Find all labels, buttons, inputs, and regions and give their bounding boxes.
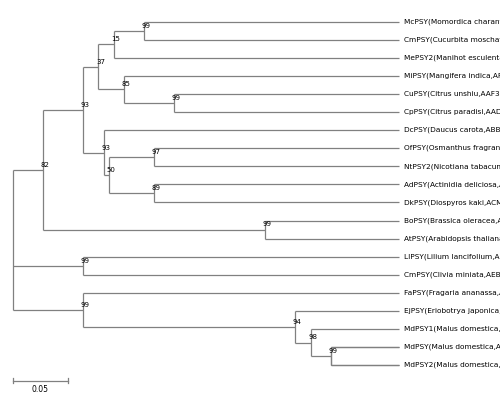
Text: 99: 99	[81, 302, 90, 308]
Text: MePSY2(Manihot esculenta,ACY42665.1): MePSY2(Manihot esculenta,ACY42665.1)	[404, 54, 500, 61]
Text: LlPSY(Lilium lancifolium,ADW08475.1): LlPSY(Lilium lancifolium,ADW08475.1)	[404, 253, 500, 260]
Text: 99: 99	[142, 22, 150, 29]
Text: MdPSY1(Malus domestica,AKU36798.1): MdPSY1(Malus domestica,AKU36798.1)	[404, 326, 500, 332]
Text: 97: 97	[152, 149, 160, 155]
Text: 0.05: 0.05	[32, 385, 48, 394]
Text: NtPSY2(Nicotiana tabacum,AFP57679.1): NtPSY2(Nicotiana tabacum,AFP57679.1)	[404, 163, 500, 170]
Text: FaPSY(Fragaria ananassa,ACR61392.1): FaPSY(Fragaria ananassa,ACR61392.1)	[404, 290, 500, 296]
Text: MiPSY(Mangifera indica,AFE85918.1): MiPSY(Mangifera indica,AFE85918.1)	[404, 73, 500, 79]
Text: 93: 93	[101, 145, 110, 151]
Text: 99: 99	[81, 258, 90, 264]
Text: MdPSY2(Malus domestica,AKU36799.1): MdPSY2(Malus domestica,AKU36799.1)	[404, 362, 500, 369]
Text: DkPSY(Diospyros kaki,ACM44688.1): DkPSY(Diospyros kaki,ACM44688.1)	[404, 199, 500, 206]
Text: 99: 99	[172, 95, 180, 101]
Text: 85: 85	[121, 81, 130, 87]
Text: CmPSY(Cucurbita moschata,AEK86564.1): CmPSY(Cucurbita moschata,AEK86564.1)	[404, 37, 500, 43]
Text: MdPSY(Malus domestica,AGN52636.1): MdPSY(Malus domestica,AGN52636.1)	[404, 344, 500, 350]
Text: 99: 99	[262, 221, 272, 228]
Text: CpPSY(Citrus paradisi,AAD38051.2): CpPSY(Citrus paradisi,AAD38051.2)	[404, 109, 500, 115]
Text: 94: 94	[293, 319, 302, 324]
Text: EjPSY(Eriobotrya japonica,AFP65822.1): EjPSY(Eriobotrya japonica,AFP65822.1)	[404, 308, 500, 314]
Text: CmPSY(Clivia miniata,AEB91323.1): CmPSY(Clivia miniata,AEB91323.1)	[404, 272, 500, 278]
Text: DcPSY(Daucus carota,ABB52068.1): DcPSY(Daucus carota,ABB52068.1)	[404, 127, 500, 134]
Text: AdPSY(Actinidia deliciosa,ACO53104.1): AdPSY(Actinidia deliciosa,ACO53104.1)	[404, 181, 500, 188]
Text: BoPSY(Brassica oleracea,AEX31287.1): BoPSY(Brassica oleracea,AEX31287.1)	[404, 217, 500, 224]
Text: AtPSY(Arabidopsis thaliana,AAM62787.1): AtPSY(Arabidopsis thaliana,AAM62787.1)	[404, 235, 500, 242]
Text: 82: 82	[40, 161, 50, 168]
Text: 50: 50	[106, 167, 115, 173]
Text: 93: 93	[81, 102, 90, 108]
Text: McPSY(Momordica charantia,AAR86104.1): McPSY(Momordica charantia,AAR86104.1)	[404, 18, 500, 25]
Text: 37: 37	[96, 59, 105, 65]
Text: CuPSY(Citrus unshiu,AAF33237.1): CuPSY(Citrus unshiu,AAF33237.1)	[404, 91, 500, 97]
Text: 99: 99	[328, 348, 338, 354]
Text: 89: 89	[152, 185, 160, 191]
Text: OfPSY(Osmanthus fragrans,AFK66771.1): OfPSY(Osmanthus fragrans,AFK66771.1)	[404, 145, 500, 151]
Text: 15: 15	[111, 36, 120, 42]
Text: 98: 98	[308, 334, 317, 340]
